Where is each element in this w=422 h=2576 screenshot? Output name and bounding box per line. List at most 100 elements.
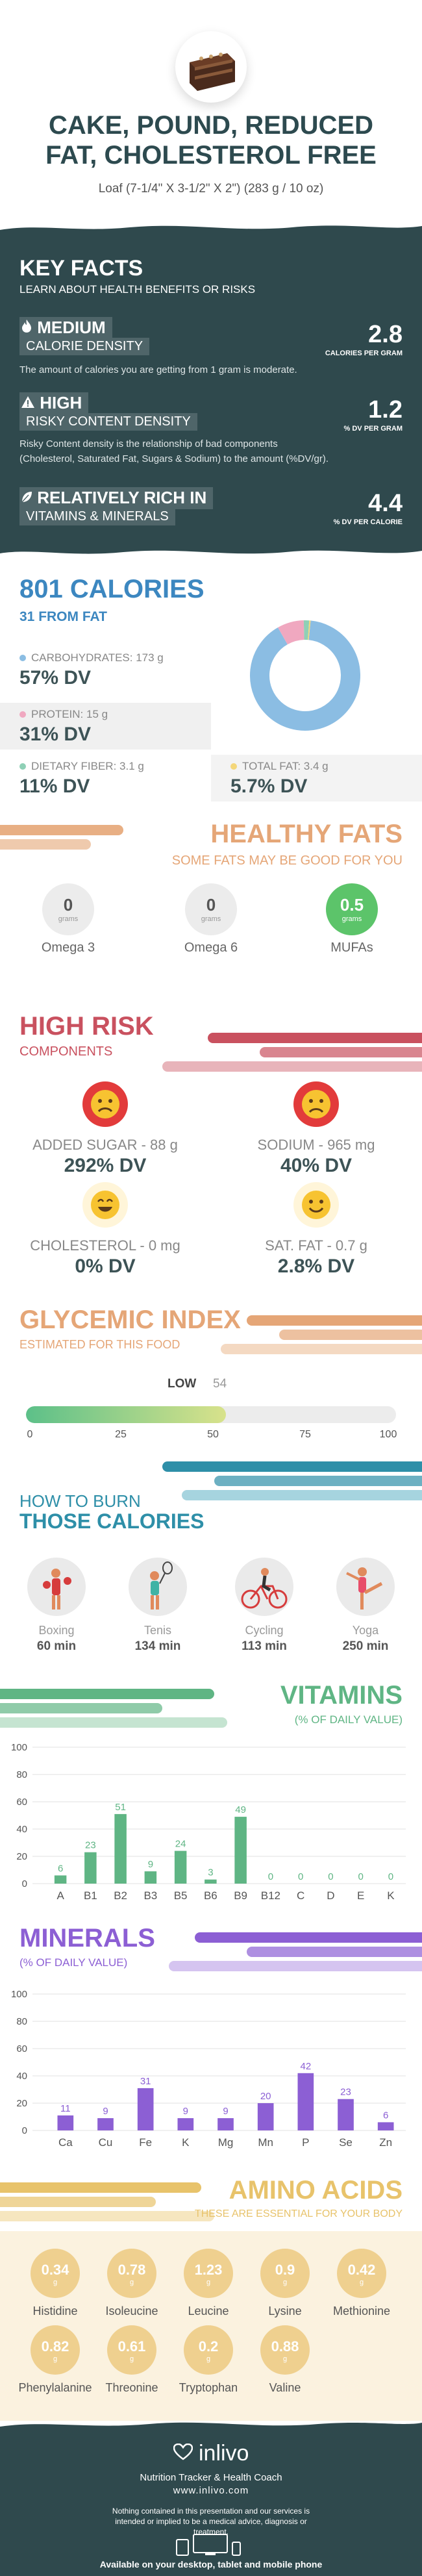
risk-ribbon-3 [162, 1061, 422, 1072]
vitamins-bar-b5 [174, 1850, 187, 1884]
amino-name: Isoleucine [105, 2305, 158, 2317]
donut-slice-protein [278, 620, 305, 645]
vitamins-value-label: 3 [208, 1867, 213, 1878]
vitamins-bar-chart: 0 20 40 60 80 100 6 A 23 B1 51 B2 9 B3 24 B5 3 B6 49 B9 0 B12… [11, 1742, 406, 1902]
gi-tick-25: 25 [115, 1429, 127, 1440]
minerals-bar-fe [137, 2088, 154, 2130]
vit-ribbon-1 [0, 1689, 214, 1699]
minerals-category-label: Ca [58, 2136, 73, 2149]
fiber-dv: 11% DV [19, 776, 90, 797]
calorie-density-value: 2.8 [368, 321, 403, 348]
calorie-density-description: The amount of calories you are getting f… [19, 364, 297, 375]
fats-ribbon-2 [0, 839, 91, 850]
vitamins-y-tick: 0 [22, 1878, 27, 1889]
high-risk-title: HIGH RISK [19, 1012, 154, 1041]
omega3-circle: 0 grams [42, 883, 94, 935]
minerals-bar-cu [97, 2118, 114, 2130]
vitamins-y-tick: 40 [16, 1824, 27, 1835]
minerals-bar-zn [377, 2122, 394, 2130]
sodium-label: SODIUM - 965 mg [257, 1137, 375, 1153]
minerals-category-label: P [302, 2136, 309, 2149]
vitamins-bar-b1 [84, 1852, 97, 1884]
burn-ribbon-1 [162, 1461, 422, 1472]
amino-ribbon-1 [0, 2182, 201, 2193]
fiber-item: DIETARY FIBER: 3.1 g 11% DV [0, 755, 211, 802]
amino-circle: 0.42 g [337, 2249, 386, 2298]
fat-item: TOTAL FAT: 3.4 g 5.7% DV [211, 755, 422, 802]
minerals-bar-mn [257, 2103, 274, 2130]
tennis-label: Tenis [143, 1624, 172, 1637]
amino-name: Lysine [268, 2305, 302, 2317]
sick-face-icon [82, 1081, 128, 1127]
minerals-y-tick: 0 [22, 2125, 27, 2136]
page-title: CAKE, POUND, REDUCED FAT, CHOLESTEROL FR… [0, 110, 422, 170]
amino-value: 0.88 [271, 2338, 299, 2355]
gi-ribbon-1 [247, 1315, 422, 1326]
minerals-category-label: Se [339, 2136, 353, 2149]
heart-logo-icon [173, 2441, 199, 2466]
minerals-category-label: Mg [218, 2136, 234, 2149]
key-facts-wave-bottom [0, 544, 422, 554]
vitamins-value-label: 0 [298, 1871, 303, 1882]
boxing-minutes: 60 min [36, 1639, 77, 1653]
title-line-2: FAT, CHOLESTEROL FREE [45, 141, 377, 170]
cycling-label: Cycling [245, 1624, 284, 1637]
minerals-bar-mg [217, 2118, 234, 2130]
vitamins-minerals-label: VITAMINS & MINERALS [19, 508, 175, 525]
minerals-category-label: Cu [99, 2136, 113, 2149]
calories-title: 801 CALORIES [19, 575, 205, 603]
key-facts-section: KEY FACTS LEARN ABOUT HEALTH BENEFITS OR… [0, 230, 422, 545]
glycemic-level: LOW [168, 1377, 197, 1391]
vitamins-y-tick: 60 [16, 1797, 27, 1808]
title-line-1: CAKE, POUND, REDUCED [48, 111, 374, 140]
minerals-bar-p [297, 2073, 314, 2130]
vitamins-category-label: B2 [114, 1889, 127, 1902]
amino-name: Phenylalanine [18, 2381, 92, 2394]
vit-ribbon-3 [0, 1717, 227, 1728]
minerals-value-label: 23 [340, 2087, 351, 2098]
gi-ribbon-2 [279, 1330, 422, 1340]
vitamins-category-label: B1 [84, 1889, 97, 1902]
vitamins-value-label: 0 [358, 1871, 363, 1882]
minerals-y-tick: 20 [16, 2098, 27, 2109]
minerals-y-tick: 100 [11, 1989, 27, 2000]
amino-unit: g [129, 2355, 134, 2363]
vitamins-value-label: 9 [148, 1859, 153, 1870]
vitamins-minerals-level: RELATIVELY RICH IN [19, 487, 214, 509]
vitamins-category-label: B6 [204, 1889, 217, 1902]
burn-title-line-1: HOW TO BURN [19, 1491, 141, 1511]
fats-ribbon-1 [0, 825, 123, 835]
amino-name: Methionine [332, 2305, 391, 2317]
amino-value: 1.23 [194, 2262, 223, 2278]
footer-brand[interactable]: inlivo [0, 2441, 422, 2466]
vitamins-category-label: E [357, 1889, 364, 1902]
yoga-minutes: 250 min [342, 1639, 389, 1653]
vitamins-category-label: K [387, 1889, 395, 1902]
happy-face-icon [82, 1182, 128, 1228]
key-facts-subtitle: LEARN ABOUT HEALTH BENEFITS OR RISKS [19, 283, 256, 296]
vitamins-y-tick: 100 [11, 1742, 27, 1753]
vitamins-minerals-value: 4.4 [368, 490, 403, 517]
omega6-circle: 0 grams [185, 883, 237, 935]
cake-image [175, 31, 247, 103]
yoga-label: Yoga [352, 1624, 379, 1637]
glycemic-bar [26, 1406, 396, 1423]
vitamins-category-label: B12 [261, 1889, 280, 1902]
flame-icon [21, 318, 37, 337]
amino-circle: 0.2 g [184, 2325, 233, 2375]
vitamins-y-tick: 20 [16, 1851, 27, 1862]
header: CAKE, POUND, REDUCED FAT, CHOLESTEROL FR… [0, 0, 422, 221]
risky-content-description: Risky Content density is the relationshi… [19, 438, 329, 464]
vitamins-value-label: 0 [268, 1871, 273, 1882]
vitamins-value-label: 0 [328, 1871, 333, 1882]
footer-url[interactable]: www.inlivo.com [173, 2485, 249, 2496]
amino-value: 0.42 [347, 2262, 376, 2278]
amino-unit: g [282, 2355, 288, 2363]
amino-circle: 0.9 g [260, 2249, 310, 2298]
amino-unit: g [282, 2279, 288, 2286]
vitamins-value-label: 23 [85, 1840, 96, 1851]
vitamins-value-label: 24 [175, 1839, 186, 1850]
amino-name: Histidine [32, 2305, 78, 2317]
calorie-density-level: MEDIUM [19, 317, 112, 339]
tennis-minutes: 134 min [134, 1639, 181, 1653]
